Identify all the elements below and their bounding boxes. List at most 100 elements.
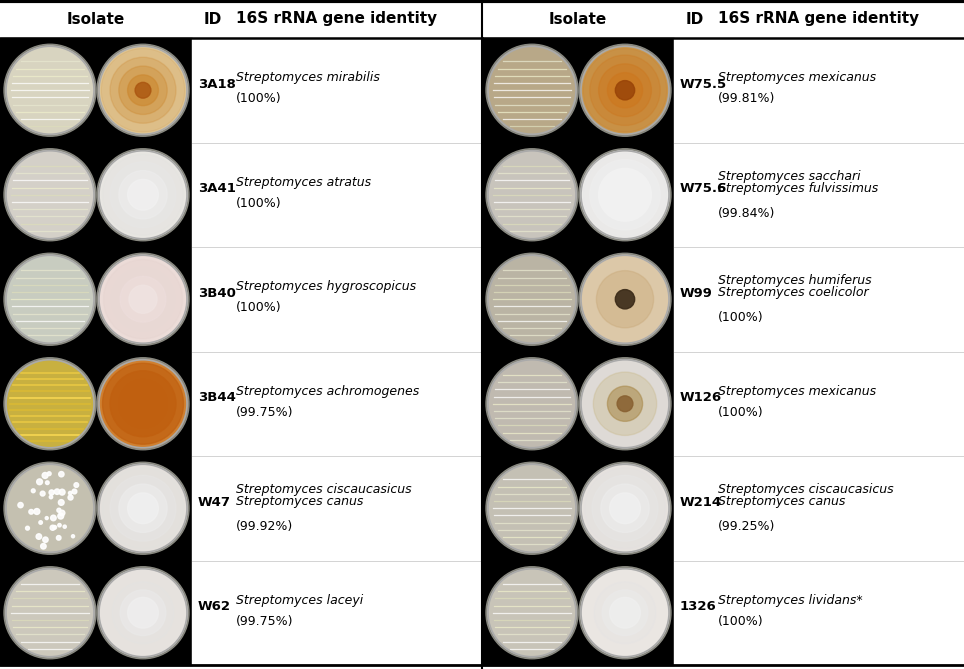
Text: W47: W47 (198, 496, 231, 508)
Circle shape (49, 490, 54, 495)
Text: (99.84%): (99.84%) (718, 207, 775, 219)
Circle shape (486, 358, 578, 450)
Circle shape (72, 489, 77, 494)
Circle shape (34, 508, 40, 514)
Circle shape (592, 475, 658, 541)
Circle shape (127, 75, 158, 106)
Circle shape (6, 360, 94, 448)
Circle shape (6, 256, 94, 343)
Circle shape (6, 151, 94, 239)
Text: W214: W214 (680, 496, 722, 508)
Text: (100%): (100%) (236, 92, 281, 105)
Bar (674, 38, 964, 665)
Text: Streptomyces mexicanus: Streptomyces mexicanus (718, 72, 876, 84)
Circle shape (39, 520, 42, 524)
Circle shape (590, 159, 660, 230)
Text: Streptomyces ciscaucasicus: Streptomyces ciscaucasicus (236, 483, 412, 496)
Circle shape (617, 396, 633, 411)
Text: 1326: 1326 (680, 600, 717, 613)
Text: Streptomyces ciscaucasicus: Streptomyces ciscaucasicus (718, 483, 894, 496)
Circle shape (488, 151, 576, 239)
Circle shape (486, 567, 578, 659)
Text: (99.92%): (99.92%) (236, 520, 293, 533)
Text: Streptomyces canus: Streptomyces canus (236, 495, 363, 508)
Circle shape (4, 254, 96, 345)
Circle shape (68, 495, 73, 500)
Circle shape (590, 55, 660, 126)
Circle shape (26, 527, 30, 530)
Circle shape (74, 483, 79, 488)
Circle shape (579, 462, 671, 554)
Circle shape (42, 537, 48, 543)
Text: 3B40: 3B40 (198, 287, 236, 300)
Circle shape (127, 493, 158, 524)
Text: Isolate: Isolate (67, 11, 125, 27)
Circle shape (486, 254, 578, 345)
Bar (192, 38, 482, 665)
Circle shape (58, 523, 61, 527)
Circle shape (99, 151, 187, 239)
Text: Streptomyces humiferus: Streptomyces humiferus (718, 274, 871, 287)
Text: Streptomyces mexicanus: Streptomyces mexicanus (718, 385, 876, 398)
Circle shape (486, 149, 578, 241)
Circle shape (581, 360, 669, 448)
Circle shape (615, 80, 634, 100)
Text: ID: ID (204, 11, 223, 27)
Text: Streptomyces atratus: Streptomyces atratus (236, 176, 371, 189)
Text: W75.6: W75.6 (680, 182, 727, 195)
Circle shape (111, 268, 174, 331)
Text: W126: W126 (680, 391, 722, 404)
Circle shape (579, 567, 671, 659)
Text: ID: ID (686, 11, 705, 27)
Circle shape (488, 46, 576, 134)
Circle shape (99, 256, 187, 343)
Circle shape (488, 569, 576, 657)
Circle shape (31, 489, 35, 492)
Circle shape (609, 597, 640, 628)
Text: Isolate: Isolate (549, 11, 607, 27)
Circle shape (36, 534, 41, 539)
Circle shape (97, 358, 189, 450)
Text: (100%): (100%) (236, 197, 281, 210)
Circle shape (583, 153, 667, 237)
Text: (100%): (100%) (236, 301, 281, 314)
Circle shape (57, 535, 61, 540)
Circle shape (40, 491, 45, 496)
Circle shape (49, 495, 53, 499)
Circle shape (59, 510, 65, 516)
Circle shape (4, 462, 96, 554)
Circle shape (71, 535, 74, 538)
Circle shape (594, 582, 656, 644)
Text: 3B44: 3B44 (198, 391, 236, 404)
Circle shape (18, 502, 23, 508)
Circle shape (54, 489, 60, 494)
Circle shape (593, 372, 656, 436)
Text: Streptomyces achromogenes: Streptomyces achromogenes (236, 385, 419, 398)
Text: Streptomyces lividans*: Streptomyces lividans* (718, 594, 863, 607)
Circle shape (102, 363, 183, 444)
Text: Streptomyces sacchari: Streptomyces sacchari (718, 170, 861, 183)
Circle shape (602, 590, 648, 636)
Circle shape (4, 44, 96, 136)
Text: (99.75%): (99.75%) (236, 406, 293, 419)
Circle shape (615, 290, 634, 309)
Circle shape (59, 500, 65, 505)
Circle shape (97, 149, 189, 241)
Circle shape (599, 169, 652, 221)
Circle shape (6, 46, 94, 134)
Circle shape (583, 48, 667, 132)
Text: Streptomyces laceyi: Streptomyces laceyi (236, 594, 363, 607)
Circle shape (119, 379, 167, 428)
Text: (100%): (100%) (718, 615, 763, 628)
Text: (99.81%): (99.81%) (718, 92, 775, 105)
Circle shape (99, 46, 187, 134)
Circle shape (53, 525, 57, 529)
Circle shape (597, 271, 654, 328)
Circle shape (488, 464, 576, 552)
Circle shape (50, 515, 56, 520)
Circle shape (97, 44, 189, 136)
Circle shape (97, 567, 189, 659)
Text: (99.75%): (99.75%) (236, 615, 293, 628)
Circle shape (110, 475, 176, 541)
Circle shape (4, 149, 96, 241)
